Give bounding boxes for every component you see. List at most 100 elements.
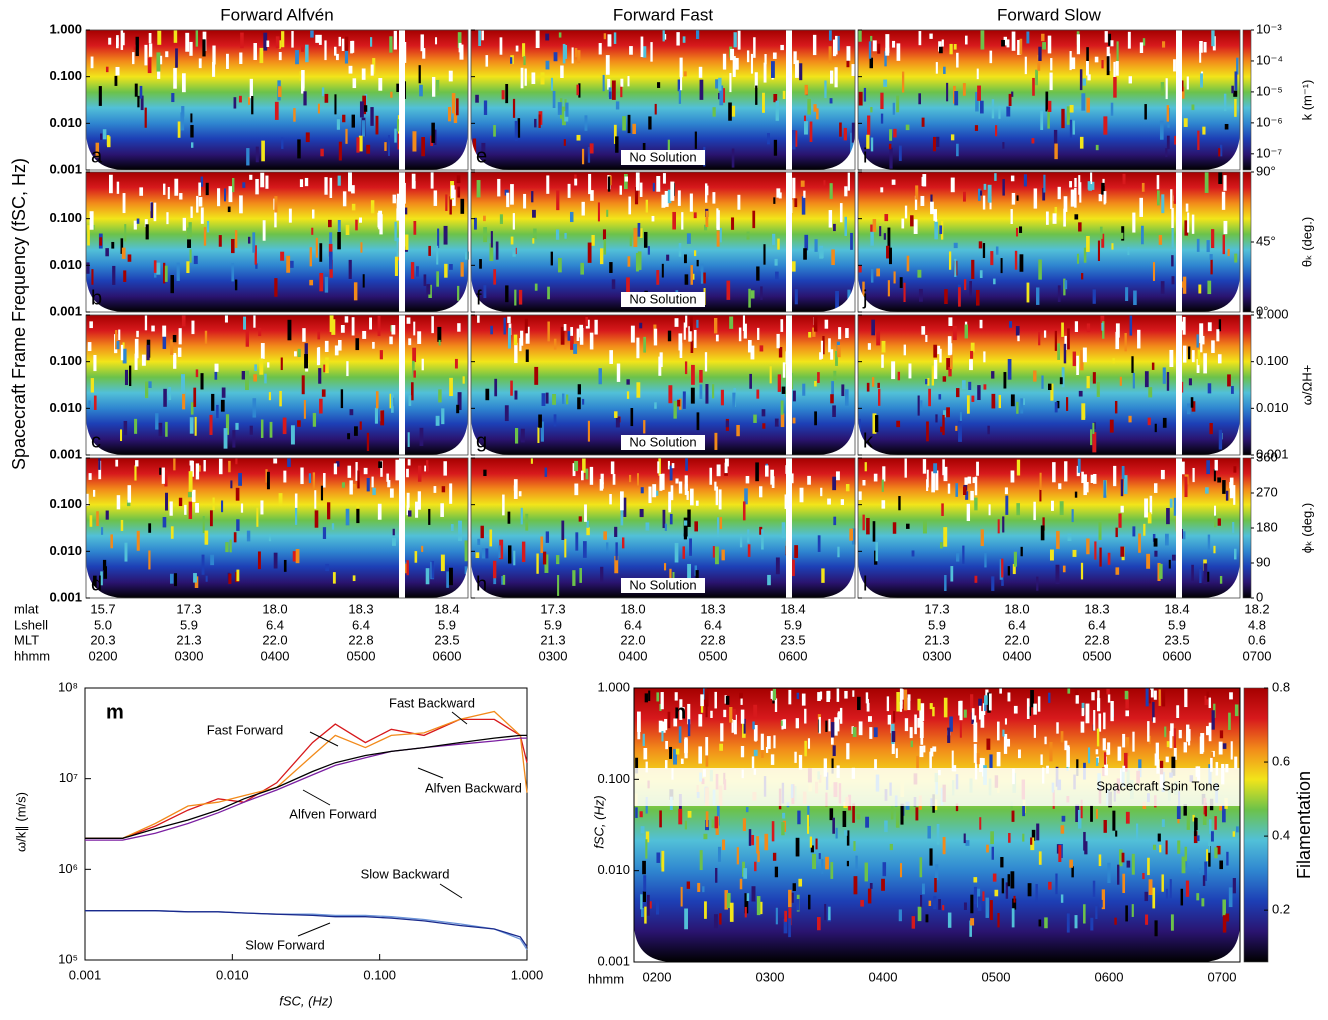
- texture: [819, 717, 821, 733]
- texture: [751, 290, 755, 298]
- colorbar-tick-label: 0.8: [1272, 679, 1290, 694]
- texture: [1106, 689, 1109, 695]
- texture: [943, 67, 946, 74]
- texture: [564, 139, 566, 146]
- texture: [346, 361, 348, 376]
- texture: [1055, 402, 1058, 412]
- texture: [1161, 281, 1165, 294]
- plot-frame: [85, 688, 527, 960]
- texture: [370, 37, 372, 47]
- texture: [1159, 845, 1161, 853]
- texture: [1171, 914, 1174, 930]
- texture: [881, 114, 883, 124]
- texture: [221, 500, 223, 512]
- texture: [951, 134, 954, 140]
- texture: [672, 212, 676, 230]
- texture: [874, 759, 877, 769]
- texture: [983, 243, 985, 258]
- panel-letter: m: [106, 701, 124, 723]
- texture: [1154, 551, 1157, 557]
- texture: [190, 113, 192, 122]
- ephemeris-label: MLT: [14, 632, 39, 647]
- texture: [451, 524, 454, 531]
- texture: [699, 370, 702, 383]
- texture: [376, 116, 379, 135]
- texture: [431, 123, 435, 143]
- texture: [590, 467, 593, 485]
- texture: [918, 907, 922, 921]
- texture: [923, 746, 925, 753]
- texture: [165, 422, 168, 437]
- texture: [1033, 704, 1037, 715]
- texture: [312, 209, 314, 218]
- texture: [974, 887, 977, 904]
- texture: [445, 194, 447, 211]
- y-tick-label: 0.010: [49, 400, 82, 415]
- texture: [160, 56, 162, 65]
- texture: [657, 82, 660, 88]
- texture: [665, 760, 668, 768]
- texture: [91, 269, 93, 285]
- texture: [805, 85, 808, 95]
- texture: [1189, 378, 1192, 385]
- texture: [691, 365, 695, 385]
- data-gap: [1176, 30, 1182, 170]
- texture: [714, 433, 717, 450]
- texture: [926, 421, 929, 441]
- texture: [793, 391, 796, 402]
- panel-letter: g: [476, 430, 487, 452]
- texture: [206, 183, 209, 195]
- texture: [120, 429, 122, 441]
- texture: [483, 285, 486, 298]
- texture: [803, 248, 807, 259]
- texture: [576, 85, 578, 96]
- texture: [182, 73, 186, 92]
- texture: [680, 58, 683, 78]
- texture: [1067, 688, 1070, 693]
- texture: [266, 41, 269, 47]
- texture: [222, 388, 226, 398]
- texture: [1120, 547, 1124, 557]
- texture: [241, 503, 243, 512]
- texture: [821, 341, 823, 359]
- texture: [352, 317, 355, 335]
- texture: [337, 119, 340, 130]
- texture: [1039, 920, 1042, 927]
- series-label: Slow Backward: [361, 866, 450, 881]
- texture: [1019, 226, 1022, 233]
- texture: [886, 246, 889, 259]
- texture: [862, 480, 865, 486]
- texture: [497, 179, 500, 196]
- texture: [236, 519, 239, 531]
- texture: [748, 289, 751, 308]
- texture: [475, 95, 479, 103]
- texture: [992, 99, 994, 118]
- texture: [1017, 195, 1019, 200]
- texture: [1041, 34, 1044, 41]
- texture: [645, 839, 647, 858]
- texture: [781, 413, 785, 427]
- texture: [444, 264, 447, 278]
- texture: [107, 136, 111, 147]
- texture: [1225, 124, 1229, 129]
- texture: [1152, 363, 1154, 370]
- texture: [892, 731, 896, 742]
- texture: [1203, 875, 1205, 886]
- texture: [715, 868, 717, 883]
- texture: [551, 78, 553, 91]
- texture: [421, 34, 424, 51]
- texture: [1086, 236, 1090, 252]
- texture: [1171, 208, 1173, 228]
- texture: [1198, 285, 1201, 294]
- texture: [965, 36, 968, 45]
- texture: [893, 103, 895, 115]
- texture: [788, 690, 791, 704]
- texture: [136, 37, 139, 56]
- texture: [717, 464, 721, 476]
- texture: [762, 93, 765, 113]
- texture: [747, 529, 749, 542]
- texture: [1099, 194, 1102, 201]
- texture: [1184, 477, 1187, 497]
- texture: [682, 546, 685, 558]
- texture: [565, 103, 568, 117]
